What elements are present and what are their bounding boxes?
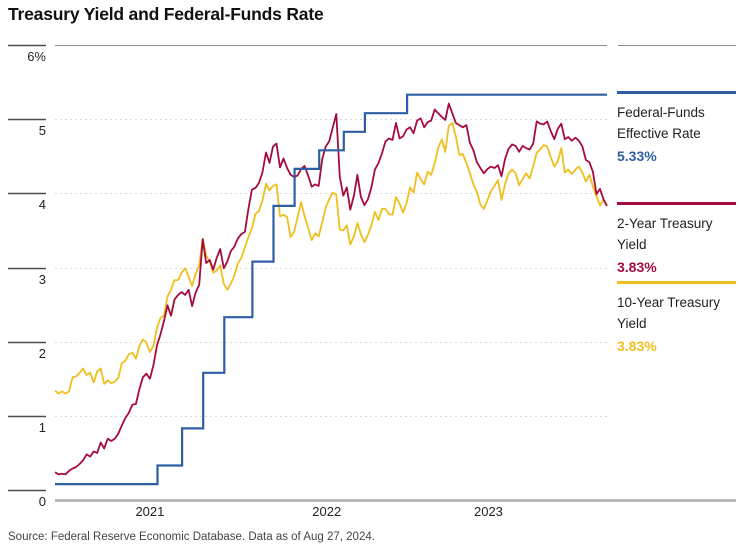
y-tick-label: 5 xyxy=(38,123,46,138)
ten-year-treasury-line-swatch xyxy=(617,281,736,284)
ten-year-treasury-line xyxy=(54,122,608,395)
y-tick-label: 0 xyxy=(38,494,46,509)
legend-item-federal-funds: Federal-Funds Effective Rate 5.33% xyxy=(617,91,736,167)
y-tick-label: 1 xyxy=(38,420,46,435)
y-tick-label: 4 xyxy=(38,197,46,212)
legend: Federal-Funds Effective Rate 5.33% 2-Yea… xyxy=(617,0,736,420)
two-year-treasury-line-swatch xyxy=(617,202,736,205)
legend-value: 5.33% xyxy=(617,148,657,164)
x-tick-label: 2023 xyxy=(473,504,503,519)
legend-label: 10-Year Treasury Yield xyxy=(617,295,721,331)
legend-item-10-year-treasury: 10-Year Treasury Yield 3.83% xyxy=(617,281,736,357)
two-year-treasury-line xyxy=(54,102,608,476)
y-tick-label: 2 xyxy=(38,346,46,361)
chart-title: Treasury Yield and Federal-Funds Rate xyxy=(8,4,324,24)
y-tick-label: 6% xyxy=(27,49,46,64)
x-tick-label: 2021 xyxy=(135,504,165,519)
legend-label: Federal-Funds Effective Rate xyxy=(617,105,705,141)
legend-value: 3.83% xyxy=(617,259,657,275)
x-tick-label: 2022 xyxy=(312,504,342,519)
federal-funds-line-swatch xyxy=(617,91,736,94)
legend-item-2-year-treasury: 2-Year Treasury Yield 3.83% xyxy=(617,202,736,278)
source-note: Source: Federal Reserve Economic Databas… xyxy=(8,531,375,543)
federal-funds-step-line xyxy=(55,93,607,486)
y-tick-label: 3 xyxy=(38,272,46,287)
legend-label: 2-Year Treasury Yield xyxy=(617,216,713,252)
legend-value: 3.83% xyxy=(617,338,657,354)
